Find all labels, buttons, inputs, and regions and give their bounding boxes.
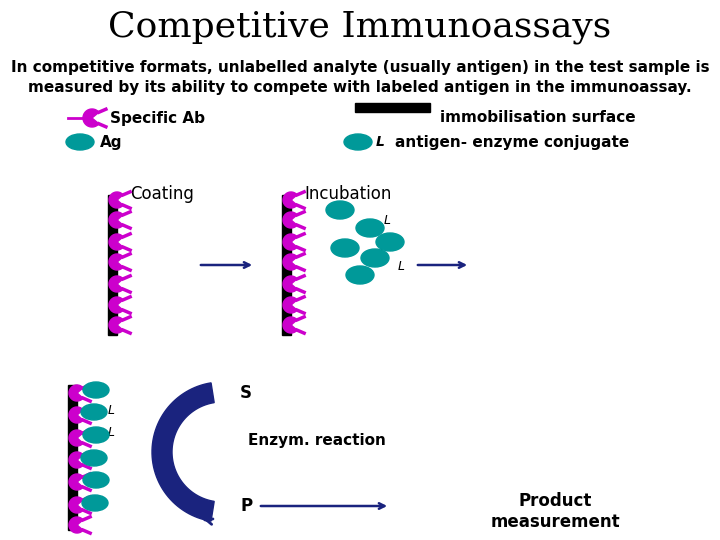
Text: L: L <box>384 213 391 226</box>
Text: Incubation: Incubation <box>304 185 392 203</box>
Wedge shape <box>69 474 83 490</box>
Bar <box>108 195 117 335</box>
Ellipse shape <box>82 495 108 511</box>
Wedge shape <box>283 254 297 270</box>
Ellipse shape <box>346 266 374 284</box>
Ellipse shape <box>376 233 404 251</box>
Wedge shape <box>69 452 83 468</box>
Wedge shape <box>283 297 297 313</box>
Wedge shape <box>109 297 123 313</box>
Wedge shape <box>83 109 99 127</box>
Ellipse shape <box>344 134 372 150</box>
Wedge shape <box>109 234 123 250</box>
Bar <box>282 195 291 335</box>
Wedge shape <box>69 497 83 513</box>
Ellipse shape <box>83 427 109 443</box>
Text: measured by its ability to compete with labeled antigen in the immunoassay.: measured by its ability to compete with … <box>28 80 692 95</box>
Text: Product
measurement: Product measurement <box>490 492 620 531</box>
Ellipse shape <box>83 472 109 488</box>
Text: In competitive formats, unlabelled analyte (usually antigen) in the test sample : In competitive formats, unlabelled analy… <box>11 60 709 75</box>
Ellipse shape <box>356 219 384 237</box>
Text: L: L <box>376 135 385 149</box>
Text: L: L <box>108 427 115 440</box>
Wedge shape <box>109 192 123 208</box>
Wedge shape <box>283 276 297 292</box>
Text: immobilisation surface: immobilisation surface <box>440 111 636 125</box>
Text: antigen- enzyme conjugate: antigen- enzyme conjugate <box>395 134 629 150</box>
Wedge shape <box>283 317 297 333</box>
Ellipse shape <box>81 450 107 466</box>
Text: Coating: Coating <box>130 185 194 203</box>
Wedge shape <box>109 276 123 292</box>
Ellipse shape <box>83 382 109 398</box>
Wedge shape <box>283 192 297 208</box>
Text: L: L <box>398 260 405 273</box>
Bar <box>355 103 430 112</box>
Wedge shape <box>69 407 83 423</box>
Bar <box>68 385 77 530</box>
Wedge shape <box>69 430 83 446</box>
Text: Specific Ab: Specific Ab <box>110 111 205 125</box>
Ellipse shape <box>66 134 94 150</box>
Text: Ag: Ag <box>100 134 122 150</box>
Text: S: S <box>240 384 252 402</box>
Wedge shape <box>109 317 123 333</box>
Wedge shape <box>69 517 83 533</box>
Text: L: L <box>108 403 115 416</box>
Text: L: L <box>380 244 387 256</box>
Text: P: P <box>240 497 252 515</box>
Wedge shape <box>109 212 123 228</box>
Ellipse shape <box>326 201 354 219</box>
Text: Competitive Immunoassays: Competitive Immunoassays <box>109 10 611 44</box>
Wedge shape <box>109 254 123 270</box>
Text: Enzym. reaction: Enzym. reaction <box>248 433 386 448</box>
Ellipse shape <box>361 249 389 267</box>
Ellipse shape <box>81 404 107 420</box>
Wedge shape <box>69 385 83 401</box>
Wedge shape <box>283 234 297 250</box>
Polygon shape <box>152 383 214 521</box>
Ellipse shape <box>331 239 359 257</box>
Wedge shape <box>283 212 297 228</box>
